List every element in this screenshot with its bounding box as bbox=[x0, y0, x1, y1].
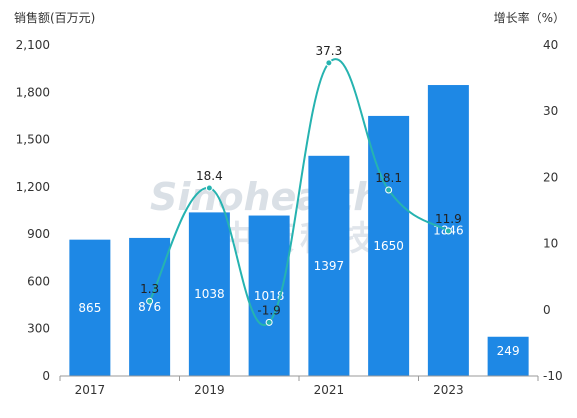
axes: 销售额(百万元) 增长率（%） 03006009001,2001,5001,80… bbox=[14, 10, 565, 397]
x-tick-label: 2017 bbox=[75, 383, 106, 397]
bar-value-label: 1397 bbox=[314, 259, 345, 273]
growth-line bbox=[148, 58, 449, 327]
growth-value-label: 18.1 bbox=[375, 171, 402, 185]
growth-value-label: 37.3 bbox=[316, 44, 343, 58]
x-tick-label: 2021 bbox=[314, 383, 345, 397]
bar-value-label: 1650 bbox=[373, 239, 404, 253]
growth-value-label: -1.9 bbox=[257, 303, 280, 317]
growth-point bbox=[325, 59, 333, 67]
growth-point bbox=[385, 186, 393, 194]
y-right-tick-label: 40 bbox=[543, 38, 558, 52]
y-right-tick-label: 0 bbox=[543, 303, 551, 317]
y-left-tick-label: 900 bbox=[27, 227, 50, 241]
y-axis-right-title: 增长率（%） bbox=[494, 10, 565, 25]
growth-point bbox=[265, 318, 273, 326]
growth-value-label: 11.9 bbox=[435, 212, 462, 226]
x-tick-label: 2023 bbox=[433, 383, 464, 397]
y-left-tick-label: 1,200 bbox=[16, 180, 50, 194]
y-left-tick-label: 0 bbox=[42, 369, 50, 383]
y-axis-right-ticks: -10 0 10 20 30 40 bbox=[543, 38, 563, 383]
bar-value-label: 876 bbox=[138, 300, 161, 314]
bar bbox=[308, 155, 350, 376]
watermark-subtext: 中康科技 bbox=[220, 219, 380, 259]
y-left-tick-label: 300 bbox=[27, 322, 50, 336]
y-right-tick-label: 10 bbox=[543, 237, 558, 251]
growth-value-label: 1.3 bbox=[140, 282, 159, 296]
x-tick-label: 2019 bbox=[194, 383, 225, 397]
x-axis: 2017 2019 2021 2023 bbox=[59, 375, 539, 397]
growth-point bbox=[444, 227, 452, 235]
bar-value-label: 249 bbox=[497, 344, 520, 358]
bar-value-label: 1018 bbox=[254, 289, 285, 303]
growth-point bbox=[205, 184, 213, 192]
bar-value-label: 1038 bbox=[194, 287, 225, 301]
bar bbox=[129, 237, 171, 376]
bar bbox=[248, 215, 290, 376]
bar-series: 86587610381018139716501846249 bbox=[69, 85, 529, 376]
y-left-tick-label: 1,800 bbox=[16, 85, 50, 99]
y-axis-left-title: 销售额(百万元) bbox=[14, 10, 95, 25]
growth-point bbox=[146, 297, 154, 305]
growth-value-label: 18.4 bbox=[196, 169, 223, 183]
bar bbox=[69, 239, 111, 376]
bar bbox=[487, 336, 529, 376]
y-axis-left-ticks: 0 300 600 900 1,200 1,500 1,800 2,100 bbox=[16, 38, 50, 383]
y-right-tick-label: -10 bbox=[543, 369, 563, 383]
y-left-tick-label: 600 bbox=[27, 274, 50, 288]
bar-value-label: 865 bbox=[78, 301, 101, 315]
y-left-tick-label: 1,500 bbox=[16, 133, 50, 147]
y-right-tick-label: 20 bbox=[543, 170, 558, 184]
bar bbox=[188, 212, 230, 376]
y-left-tick-label: 2,100 bbox=[16, 38, 50, 52]
line-series: 1.3 18.4 -1.9 37.3 18.1 11.9 bbox=[140, 44, 462, 327]
y-right-tick-label: 30 bbox=[543, 104, 558, 118]
